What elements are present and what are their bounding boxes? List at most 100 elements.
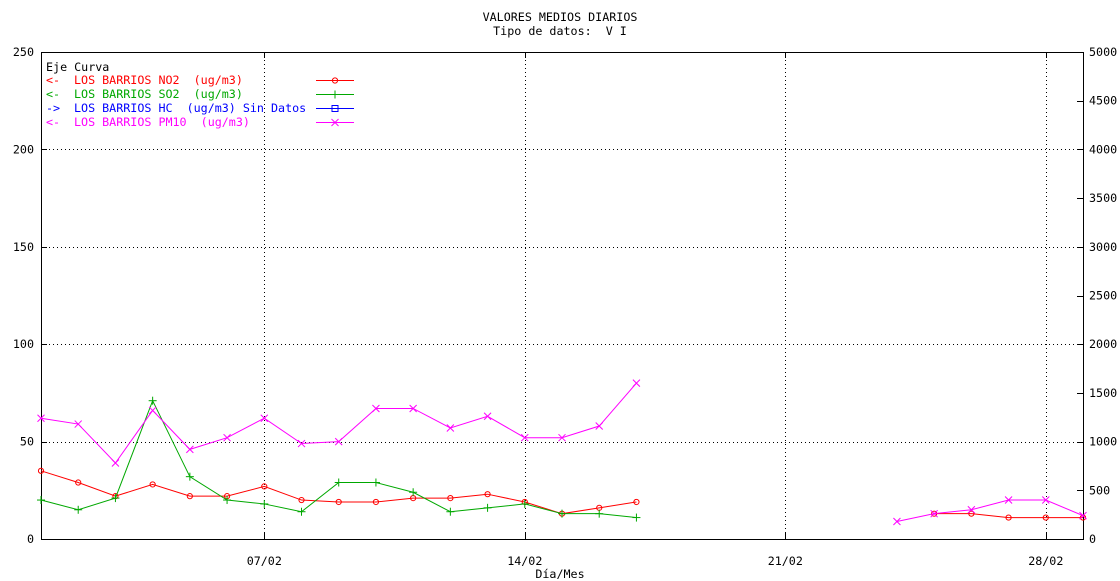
pm10-point — [1079, 511, 1087, 520]
legend-item-so2: <- LOS BARRIOS SO2 (ug/m3) — [46, 87, 243, 101]
pm10-point — [148, 406, 157, 415]
legend-axis-arrow: <- — [46, 87, 60, 101]
so2-point — [520, 499, 529, 508]
y-tick-label: 150 — [13, 240, 34, 254]
y2-tick-label: 2000 — [1089, 337, 1117, 351]
no2-point — [149, 481, 156, 488]
pm10-line — [40, 382, 637, 464]
legend-marker-no2 — [331, 77, 339, 84]
so2-point — [260, 499, 269, 508]
legend-marker-so2 — [331, 90, 339, 99]
so2-point — [371, 478, 380, 487]
no2-point — [372, 498, 380, 506]
y2-tick-label: 500 — [1089, 483, 1110, 497]
pm10-point — [1041, 496, 1050, 504]
chart-subtitle: Tipo de datos: V I — [493, 24, 627, 38]
chart-title: VALORES MEDIOS DIARIOS — [483, 10, 638, 24]
x-axis-label: Día/Mes — [535, 567, 584, 581]
pm10-point — [111, 459, 120, 467]
no2-point — [186, 493, 193, 500]
legend-item-hc: -> LOS BARRIOS HC (ug/m3) Sin Datos — [46, 101, 306, 115]
so2-point — [37, 496, 45, 505]
so2-point — [334, 478, 343, 487]
no2-point — [335, 498, 342, 506]
legend-series-status: Sin Datos — [243, 101, 306, 115]
pm10-point — [186, 445, 194, 454]
pm10-point — [223, 433, 231, 442]
legend-series-name: LOS BARRIOS HC (ug/m3) — [74, 101, 236, 115]
so2-point — [483, 503, 492, 512]
y-tick-label: 50 — [20, 435, 34, 449]
y2-tick-label: 3500 — [1089, 191, 1117, 205]
legend-header: Eje Curva — [46, 60, 109, 74]
pm10-point — [967, 505, 976, 514]
pm10-line — [896, 499, 1084, 522]
y2-tick-label: 3000 — [1089, 240, 1117, 254]
grid — [41, 52, 1083, 539]
pm10-point — [595, 422, 604, 430]
plot-border — [41, 52, 1084, 540]
so2-point — [185, 472, 194, 481]
x-tick-label: 14/02 — [507, 554, 542, 568]
pm10-point — [558, 433, 566, 442]
pm10-point — [297, 439, 306, 448]
no2-point — [298, 496, 305, 504]
pm10-point — [334, 437, 343, 446]
y-tick-label: 250 — [13, 45, 34, 59]
no2-point — [75, 479, 82, 486]
no2-point — [484, 491, 491, 498]
pm10-point — [74, 420, 83, 428]
so2-point — [409, 488, 418, 497]
x-tick-label: 07/02 — [247, 554, 282, 568]
data-series — [37, 379, 1087, 526]
y2-tick-label: 1000 — [1089, 435, 1117, 449]
pm10-point — [260, 414, 269, 423]
y-tick-label: 200 — [13, 142, 34, 156]
so2-point — [632, 513, 641, 522]
y2-tick-label: 1500 — [1089, 386, 1117, 400]
pm10-point — [446, 424, 455, 432]
pm10-point — [1004, 496, 1013, 504]
y2-tick-label: 4500 — [1089, 94, 1117, 108]
x-tick-label: 28/02 — [1028, 554, 1063, 568]
legend-series-name: LOS BARRIOS SO2 (ug/m3) — [74, 87, 243, 101]
so2-point — [446, 507, 455, 516]
so2-point — [558, 509, 566, 518]
so2-point — [148, 396, 157, 405]
no2-point — [37, 467, 45, 474]
no2-point — [447, 494, 454, 502]
pm10-point — [893, 517, 901, 526]
no2-line — [40, 470, 637, 515]
so2-point — [297, 507, 306, 516]
pm10-point — [632, 379, 641, 388]
legend-axis-arrow: <- — [46, 73, 60, 87]
legend-axis-arrow: -> — [46, 101, 60, 115]
legend-series-name: LOS BARRIOS NO2 (ug/m3) — [74, 73, 243, 87]
no2-point — [633, 498, 640, 506]
pm10-point — [520, 433, 529, 442]
legend: Eje Curva <- LOS BARRIOS NO2 (ug/m3) <- LOS… — [46, 60, 354, 129]
legend-axis-arrow: <- — [46, 115, 60, 129]
pm10-point — [483, 412, 492, 421]
so2-point — [74, 505, 83, 514]
axes: 0501001502002500500100015002000250030003… — [13, 45, 1117, 568]
legend-item-pm10: <- LOS BARRIOS PM10 (ug/m3) — [46, 115, 250, 129]
y2-tick-label: 2500 — [1089, 289, 1117, 303]
so2-point — [111, 494, 120, 503]
no2-line — [934, 513, 1083, 519]
legend-marker-pm10 — [331, 118, 339, 127]
so2-point — [223, 496, 232, 505]
legend-series-name: LOS BARRIOS PM10 (ug/m3) — [74, 115, 250, 129]
legend-item-no2: <- LOS BARRIOS NO2 (ug/m3) — [46, 73, 243, 87]
pm10-point — [37, 414, 45, 423]
no2-point — [1042, 514, 1049, 521]
y2-tick-label: 4000 — [1089, 142, 1117, 156]
pm10-point — [372, 404, 380, 413]
pm10-point — [409, 404, 417, 413]
pm10-point — [930, 509, 938, 518]
y-tick-label: 100 — [13, 337, 34, 351]
y2-tick-label: 0 — [1089, 532, 1096, 546]
x-tick-label: 21/02 — [768, 554, 803, 568]
y2-tick-label: 5000 — [1089, 45, 1117, 59]
